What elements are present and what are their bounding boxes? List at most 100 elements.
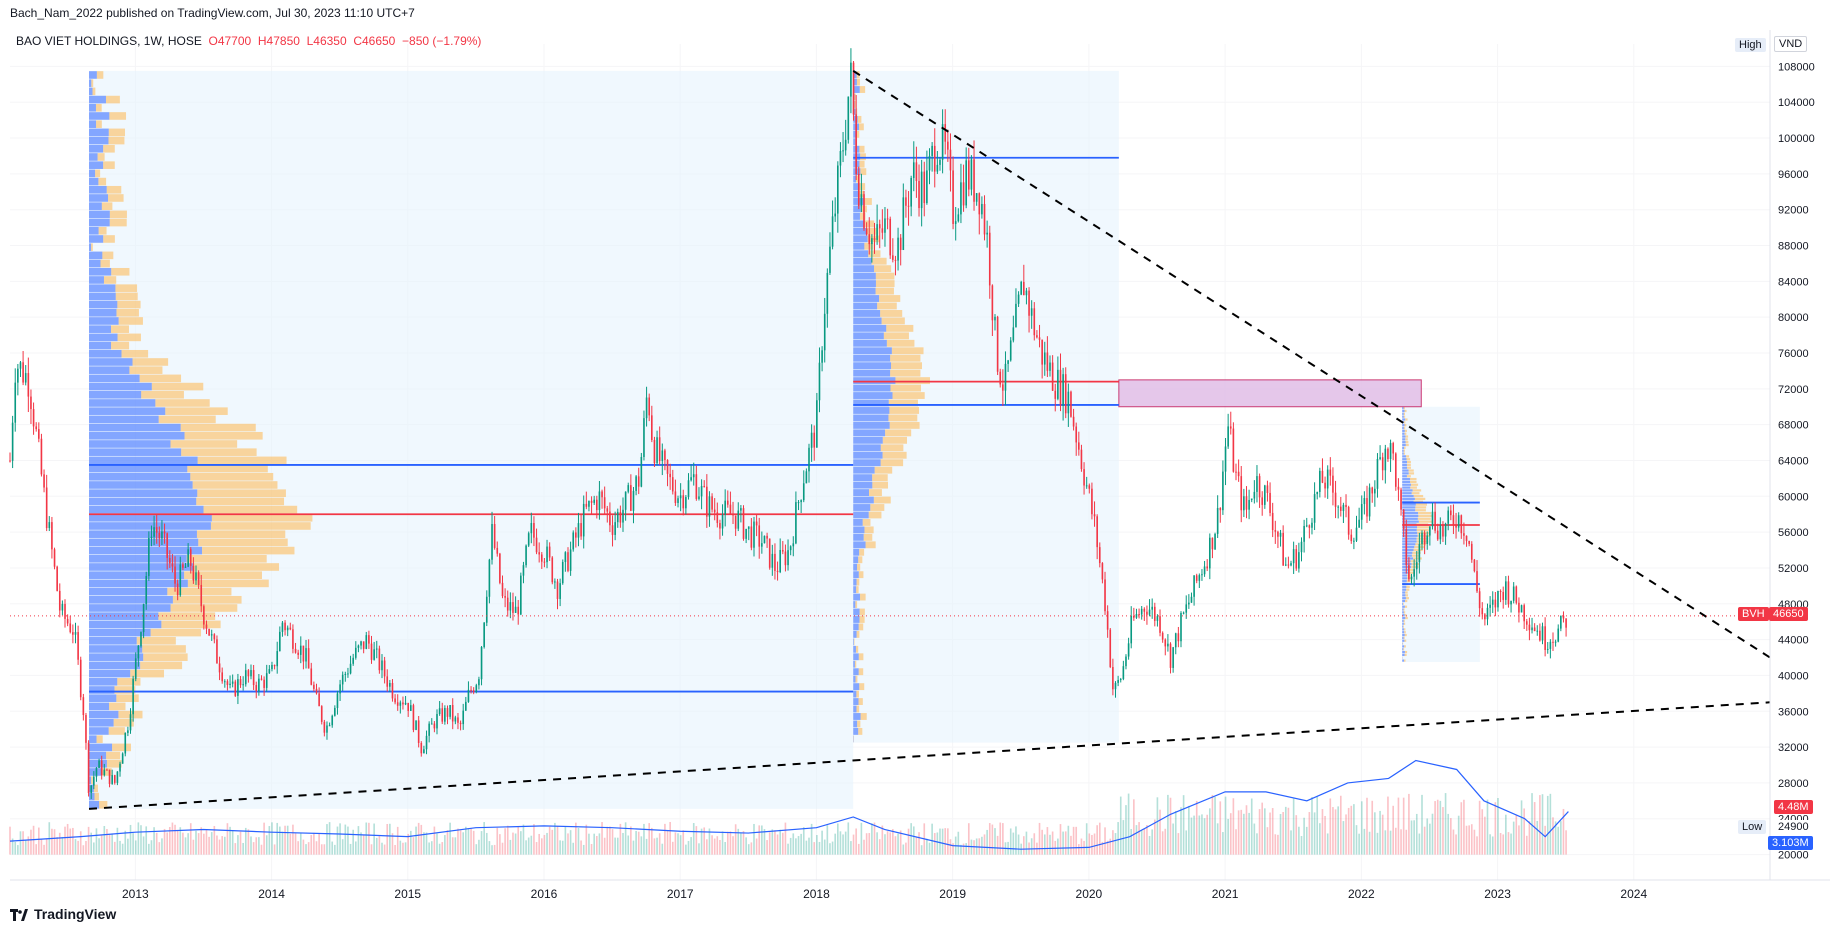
candle-body xyxy=(184,566,187,568)
profile-row-up xyxy=(853,362,892,370)
volume-bar xyxy=(747,844,750,855)
candle-body xyxy=(740,508,742,511)
candle-body xyxy=(1261,497,1264,505)
profile-row-up xyxy=(1402,642,1403,645)
volume-bar xyxy=(56,837,58,855)
profile-row-up xyxy=(89,235,104,243)
profile-row-down xyxy=(859,212,866,220)
volume-bar xyxy=(229,826,231,855)
volume-bar xyxy=(90,832,93,855)
profile-row-down xyxy=(1408,469,1414,472)
profile-row-up xyxy=(853,354,891,362)
candle-body xyxy=(1376,458,1379,489)
volume-bar xyxy=(1046,827,1049,855)
volume-bar xyxy=(928,842,931,855)
volume-bar xyxy=(1334,809,1337,855)
candle-body xyxy=(45,487,48,529)
profile-row-up xyxy=(1402,580,1407,583)
profile-row-down xyxy=(106,751,121,760)
candle-body xyxy=(753,521,755,548)
volume-bar xyxy=(457,828,459,855)
candle-body xyxy=(931,145,933,156)
candle-body xyxy=(150,536,153,538)
candle-body xyxy=(467,689,470,702)
candle-body xyxy=(428,723,430,736)
candle-body xyxy=(999,371,1002,385)
volume-bar xyxy=(1552,817,1554,855)
candle-body xyxy=(1426,535,1429,544)
candle-body xyxy=(362,641,365,649)
profile-row-up xyxy=(89,751,107,760)
candle-body xyxy=(1387,448,1389,460)
volume-bar xyxy=(433,826,436,855)
ticker-badge: BVH xyxy=(1738,607,1769,621)
volume-bar xyxy=(881,825,884,855)
profile-row-down xyxy=(1404,605,1408,608)
profile-row-up xyxy=(89,464,188,473)
candle-body xyxy=(1305,525,1308,527)
profile-row-up xyxy=(1402,458,1407,461)
volume-bar xyxy=(95,828,98,855)
profile-row-up xyxy=(853,183,860,190)
volume-bar xyxy=(1507,832,1510,855)
profile-row-down xyxy=(856,630,860,638)
volume-bar xyxy=(805,840,808,855)
volume-bar xyxy=(779,829,781,855)
profile-row-up xyxy=(853,698,859,705)
profile-row-up xyxy=(1402,452,1404,455)
profile-row-down xyxy=(873,496,891,504)
volume-bar xyxy=(444,835,446,855)
profile-row-down xyxy=(869,489,882,497)
candle-body xyxy=(260,678,263,680)
volume-bar xyxy=(1536,820,1539,855)
candle-body xyxy=(1502,592,1505,600)
volume-bar xyxy=(454,837,457,855)
volume-bar xyxy=(478,839,480,855)
candle-body xyxy=(1557,628,1560,642)
candle-body xyxy=(331,715,334,726)
profile-row-down xyxy=(886,324,914,332)
volume-bar xyxy=(1473,829,1476,855)
candle-body xyxy=(1130,615,1133,644)
candle-body xyxy=(732,513,734,516)
candle-body xyxy=(1486,607,1489,620)
volume-bar xyxy=(981,836,983,855)
profile-row-down xyxy=(1417,531,1430,535)
volume-bar xyxy=(802,827,805,855)
profile-row-down xyxy=(1405,594,1409,597)
candle-body xyxy=(483,622,485,648)
candle-body xyxy=(1463,533,1465,536)
candle-body xyxy=(771,553,774,568)
profile-row-down xyxy=(863,533,873,541)
currency-button[interactable]: VND xyxy=(1774,36,1808,52)
profile-row-down xyxy=(862,518,871,526)
candle-body xyxy=(1106,611,1109,630)
profile-row-up xyxy=(89,612,159,620)
candle-body xyxy=(716,512,719,524)
profile-row-down xyxy=(1405,441,1409,444)
volume-bar xyxy=(692,823,695,855)
volume-bar xyxy=(231,831,234,855)
profile-row-down xyxy=(855,645,859,653)
profile-row-up xyxy=(853,660,855,668)
volume-bar xyxy=(1418,833,1421,855)
volume-bar xyxy=(11,838,14,855)
candle-body xyxy=(679,495,682,499)
volume-bar xyxy=(892,829,894,855)
tradingview-brand[interactable]: TradingView xyxy=(10,906,116,922)
candle-body xyxy=(556,581,559,599)
volume-bar xyxy=(514,833,517,855)
volume-bar xyxy=(1075,826,1078,855)
candle-body xyxy=(671,477,674,492)
candle-body xyxy=(1311,522,1313,528)
candle-body xyxy=(881,228,884,233)
profile-row-down xyxy=(883,332,909,340)
price-axis: 2000024000280003200036000400004400048000… xyxy=(1769,30,1815,880)
volume-bar xyxy=(758,825,761,855)
candle-body xyxy=(231,681,234,684)
volume-bar xyxy=(354,841,357,855)
volume-bar xyxy=(375,837,378,855)
profile-row-up xyxy=(853,526,865,534)
profile-row-down xyxy=(118,317,143,325)
